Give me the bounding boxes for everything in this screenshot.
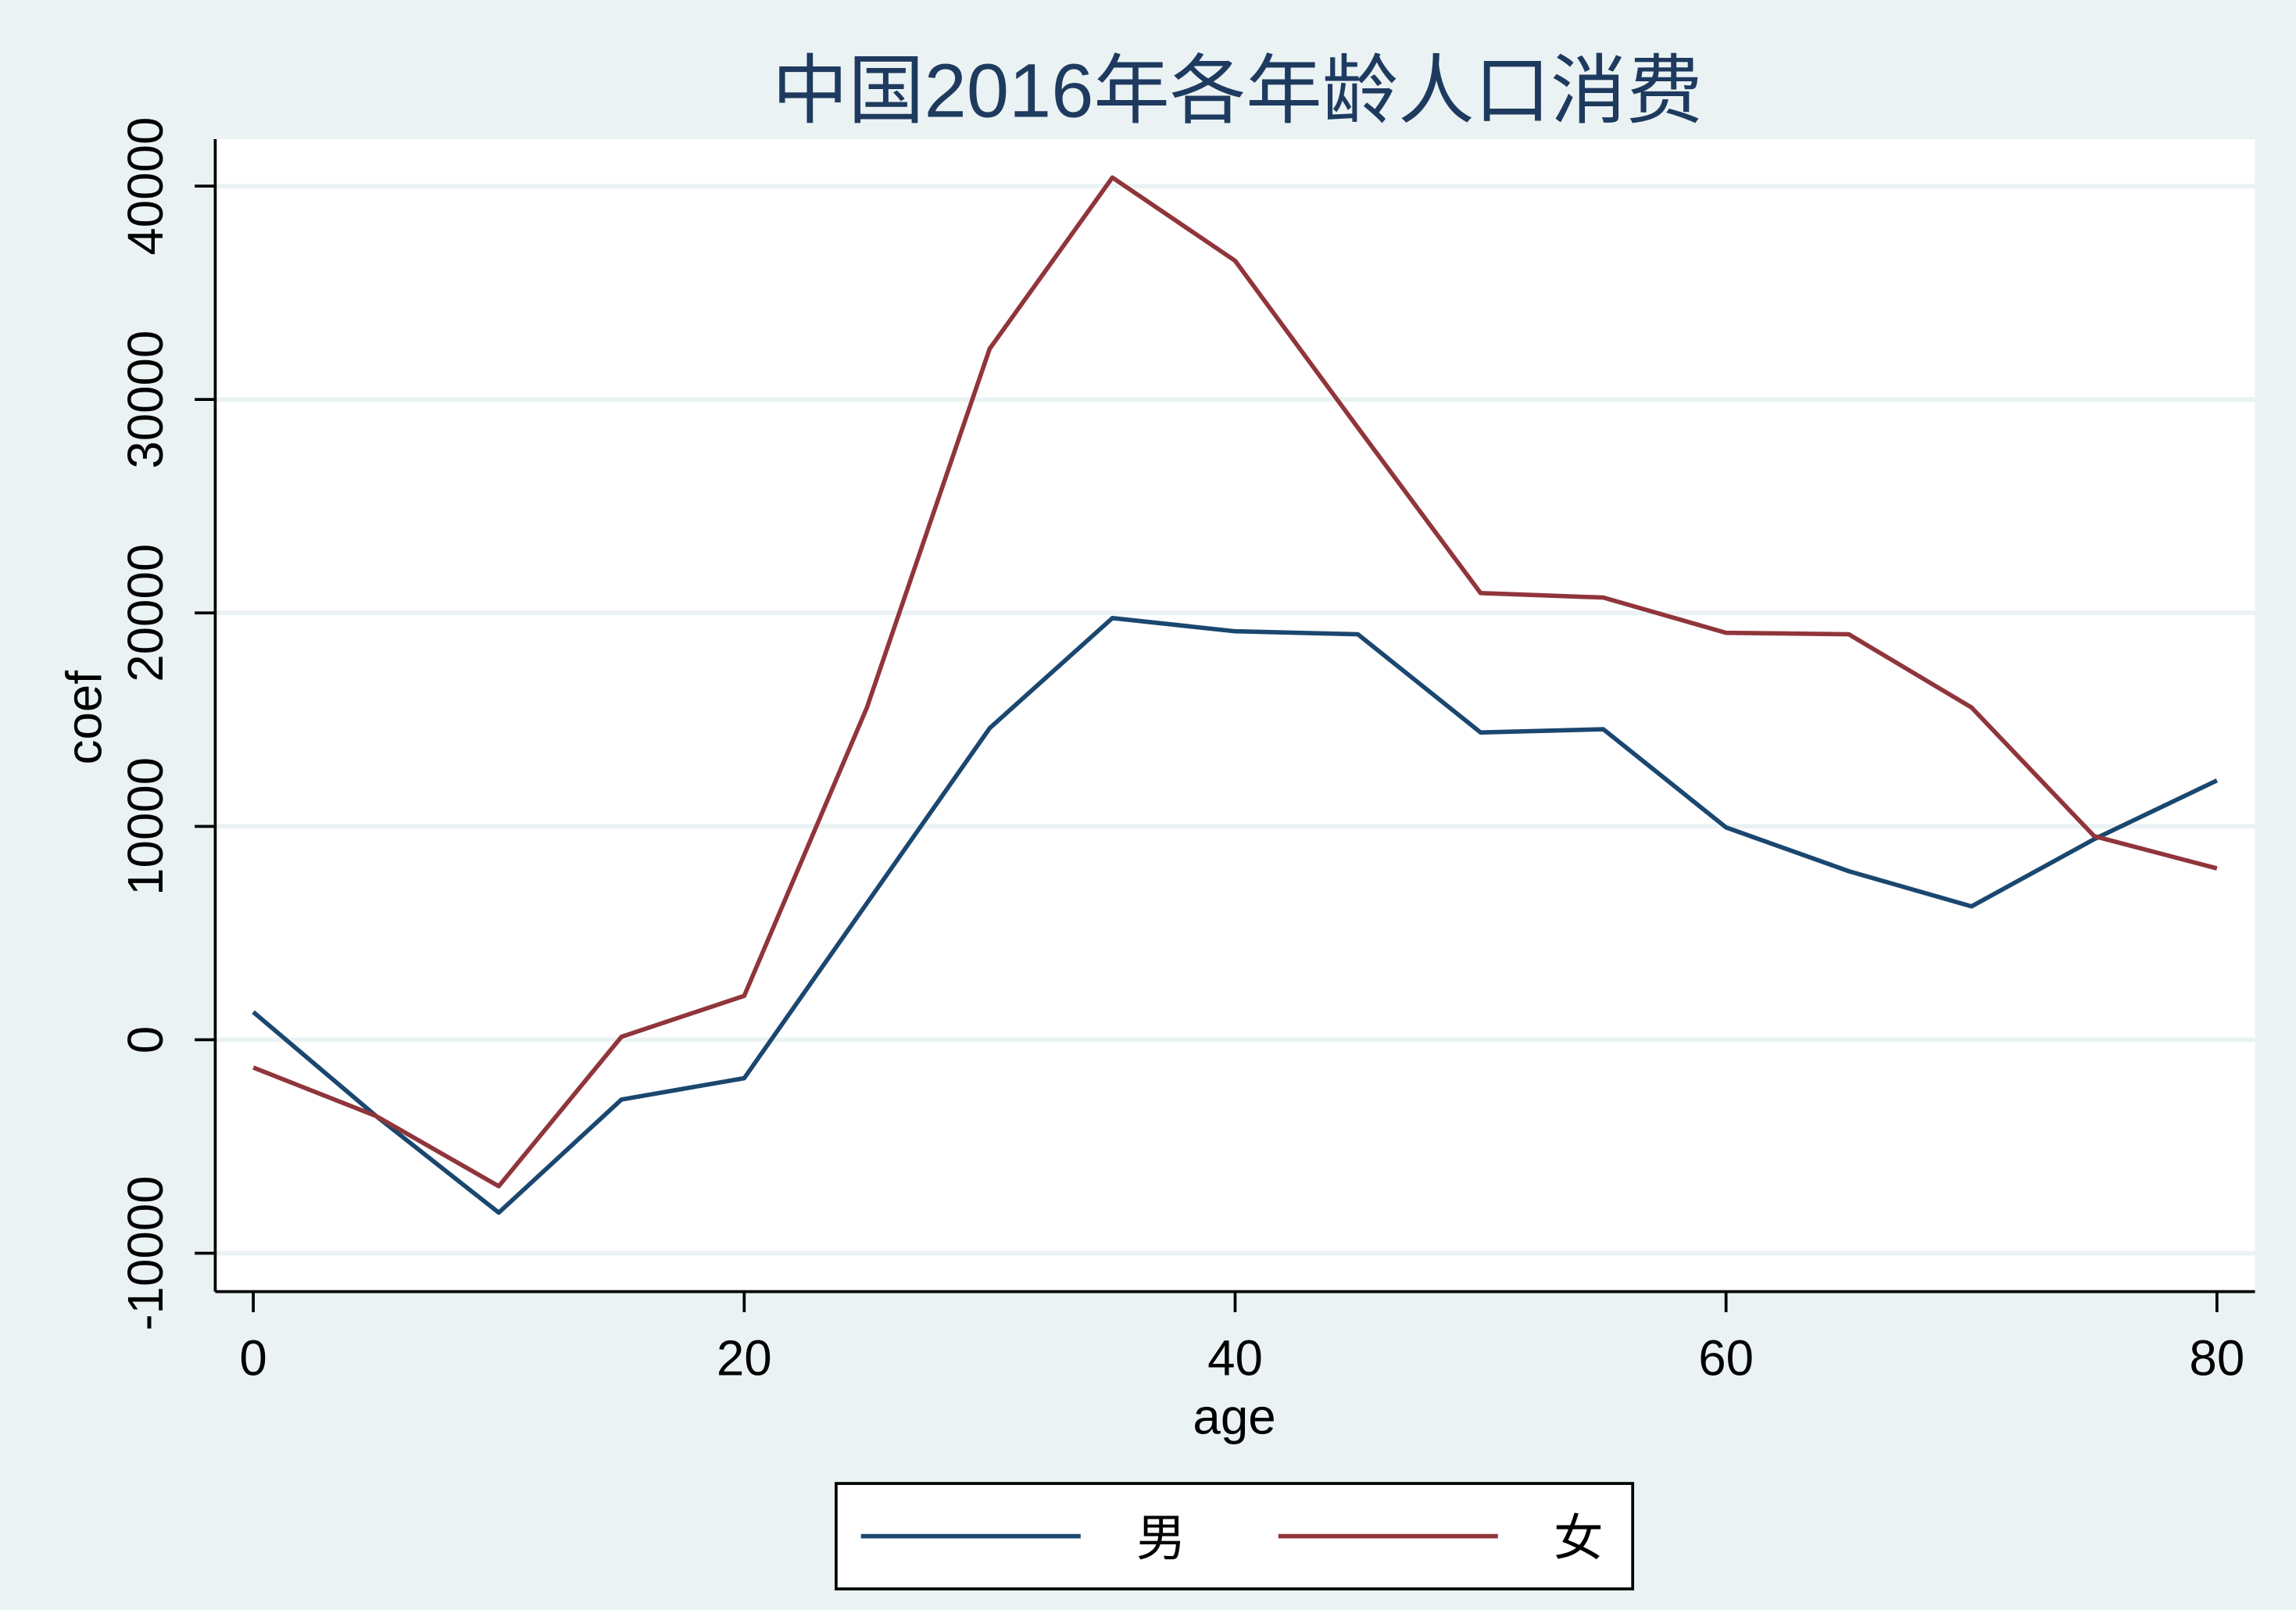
x-axis-title: age xyxy=(1193,1389,1275,1444)
y-tick-label: 0 xyxy=(118,1026,173,1054)
y-tick-label: 40000 xyxy=(118,117,173,256)
plot-layer: -10000 0 10000 20000 30000 40000 0 20 40 60 80 男 女 xyxy=(118,117,2255,1566)
data-line xyxy=(252,615,2219,1215)
chart-title: 中国2016年各年龄人口消费 xyxy=(772,48,1703,133)
legend-label: 女 xyxy=(1554,1511,1604,1566)
plot-area xyxy=(215,139,2255,1292)
y-tick-label: 10000 xyxy=(118,757,173,896)
y-axis-title: coef xyxy=(56,671,112,765)
x-tick-label: 40 xyxy=(1207,1330,1263,1386)
data-line xyxy=(252,175,2218,1189)
x-tick-label: 60 xyxy=(1698,1330,1754,1386)
legend-label: 男 xyxy=(1136,1511,1186,1566)
y-tick-label: 20000 xyxy=(118,544,173,682)
x-tick-label: 80 xyxy=(2189,1330,2244,1386)
x-tick-label: 0 xyxy=(239,1330,266,1386)
y-tick-label: 30000 xyxy=(118,331,173,469)
x-tick-label: 20 xyxy=(717,1330,772,1386)
y-tick-label: -10000 xyxy=(118,1175,173,1330)
